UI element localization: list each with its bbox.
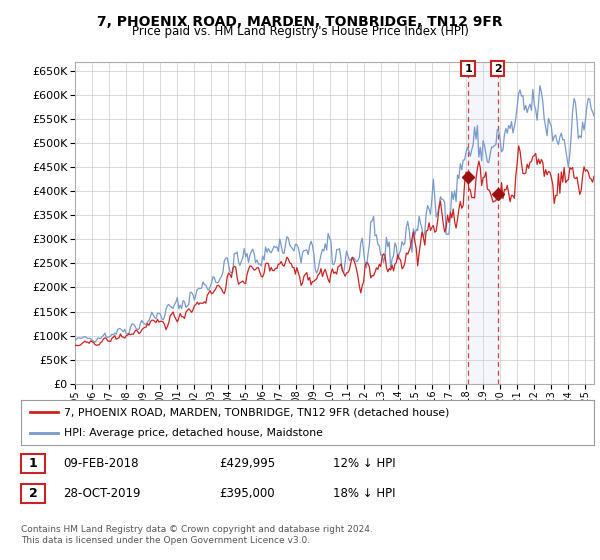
Text: 28-OCT-2019: 28-OCT-2019 (63, 487, 140, 501)
Text: 7, PHOENIX ROAD, MARDEN, TONBRIDGE, TN12 9FR (detached house): 7, PHOENIX ROAD, MARDEN, TONBRIDGE, TN12… (64, 408, 449, 418)
Text: HPI: Average price, detached house, Maidstone: HPI: Average price, detached house, Maid… (64, 428, 323, 438)
Text: 1: 1 (29, 456, 37, 470)
Text: 1: 1 (464, 64, 472, 74)
Text: £429,995: £429,995 (219, 456, 275, 470)
Bar (468, 62, 497, 384)
Text: £395,000: £395,000 (219, 487, 275, 501)
Text: Contains HM Land Registry data © Crown copyright and database right 2024.
This d: Contains HM Land Registry data © Crown c… (21, 525, 373, 545)
Text: 2: 2 (29, 487, 37, 501)
Text: Price paid vs. HM Land Registry's House Price Index (HPI): Price paid vs. HM Land Registry's House … (131, 25, 469, 38)
Text: 09-FEB-2018: 09-FEB-2018 (63, 456, 139, 470)
Text: 2: 2 (494, 64, 502, 74)
Text: 12% ↓ HPI: 12% ↓ HPI (333, 456, 395, 470)
Text: 18% ↓ HPI: 18% ↓ HPI (333, 487, 395, 501)
Text: 7, PHOENIX ROAD, MARDEN, TONBRIDGE, TN12 9FR: 7, PHOENIX ROAD, MARDEN, TONBRIDGE, TN12… (97, 15, 503, 29)
